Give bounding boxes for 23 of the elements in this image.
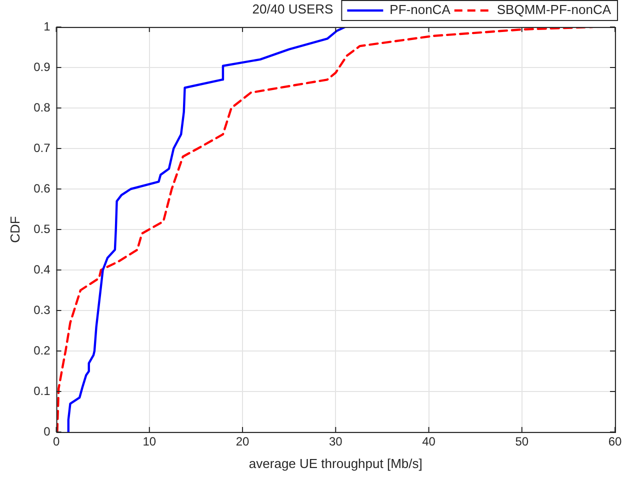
y-tick-label: 0.5 bbox=[34, 222, 51, 236]
x-tick-label: 10 bbox=[142, 434, 156, 449]
y-tick-label: 0.3 bbox=[34, 302, 51, 317]
x-tick-label: 20 bbox=[236, 434, 250, 449]
y-tick-label: 0.8 bbox=[34, 100, 51, 114]
x-axis-title: average UE throughput [Mb/s] bbox=[248, 456, 422, 471]
x-tick-label: 30 bbox=[328, 434, 343, 449]
y-axis-title: CDF bbox=[7, 216, 22, 243]
x-tick-label: 50 bbox=[515, 434, 529, 449]
x-tick-label: 0 bbox=[52, 434, 60, 449]
y-tick-label: 1 bbox=[44, 19, 51, 34]
x-tick-label: 60 bbox=[608, 434, 622, 449]
y-tick-label: 0.2 bbox=[34, 343, 51, 358]
y-tick-label: 0.4 bbox=[34, 262, 51, 276]
y-tick-label: 0.6 bbox=[34, 181, 51, 196]
legend-label: PF-nonCA bbox=[390, 2, 451, 18]
y-tick-label: 0.1 bbox=[34, 384, 51, 398]
chart-title: 20/40 USERS bbox=[252, 2, 334, 17]
legend-label: SBQMM-PF-nonCA bbox=[496, 2, 612, 18]
x-tick-label: 40 bbox=[422, 434, 436, 449]
y-tick-label: 0 bbox=[44, 424, 51, 438]
y-tick-label: 0.7 bbox=[34, 140, 51, 155]
y-tick-label: 0.9 bbox=[34, 60, 51, 74]
